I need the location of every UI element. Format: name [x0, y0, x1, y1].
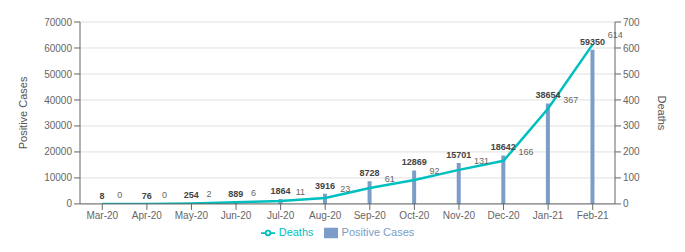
svg-text:Aug-20: Aug-20	[309, 210, 342, 221]
svg-text:23: 23	[340, 184, 350, 194]
svg-text:8: 8	[100, 191, 105, 201]
svg-text:92: 92	[429, 166, 439, 176]
svg-text:300: 300	[623, 120, 640, 131]
svg-text:131: 131	[474, 156, 489, 166]
html-text:Deaths: Deaths	[278, 225, 314, 238]
html-text:Positive Cases: Positive Cases	[341, 225, 415, 238]
svg-text:600: 600	[623, 43, 640, 54]
svg-text:200: 200	[623, 146, 640, 157]
svg-text:11: 11	[296, 187, 305, 197]
svg-text:Positive Cases: Positive Cases	[17, 76, 29, 149]
svg-text:60000: 60000	[44, 43, 72, 54]
svg-text:61: 61	[385, 174, 395, 184]
svg-text:500: 500	[623, 69, 640, 80]
svg-text:18642: 18642	[491, 142, 516, 152]
svg-text:367: 367	[563, 95, 578, 105]
svg-text:Oct-20: Oct-20	[399, 210, 429, 221]
svg-text:889: 889	[228, 189, 243, 199]
svg-text:0: 0	[66, 198, 72, 209]
svg-text:Jan-21: Jan-21	[533, 210, 564, 221]
svg-text:166: 166	[519, 147, 534, 157]
svg-text:400: 400	[623, 95, 640, 106]
svg-text:Sep-20: Sep-20	[354, 210, 387, 221]
svg-text:700: 700	[623, 17, 640, 28]
svg-text:10000: 10000	[44, 172, 72, 183]
svg-text:12869: 12869	[402, 157, 427, 167]
svg-text:Dec-20: Dec-20	[487, 210, 520, 221]
svg-text:614: 614	[608, 30, 623, 40]
svg-text:15701: 15701	[446, 150, 471, 160]
svg-text:0: 0	[162, 190, 167, 200]
svg-text:Jun-20: Jun-20	[221, 210, 252, 221]
svg-text:Mar-20: Mar-20	[86, 210, 118, 221]
svg-text:0: 0	[623, 198, 629, 209]
svg-text:1864: 1864	[270, 186, 290, 196]
svg-text:3916: 3916	[315, 181, 335, 191]
svg-text:6: 6	[251, 188, 256, 198]
svg-text:100: 100	[623, 172, 640, 183]
svg-text:Deaths: Deaths	[656, 96, 668, 131]
svg-text:38654: 38654	[535, 90, 560, 100]
svg-text:0: 0	[117, 190, 122, 200]
svg-text:30000: 30000	[44, 120, 72, 131]
svg-text:20000: 20000	[44, 146, 72, 157]
svg-text:59350: 59350	[580, 37, 605, 47]
svg-text:Nov-20: Nov-20	[443, 210, 476, 221]
svg-text:254: 254	[184, 190, 199, 200]
svg-text:50000: 50000	[44, 69, 72, 80]
svg-text:2: 2	[206, 189, 211, 199]
svg-text:40000: 40000	[44, 95, 72, 106]
svg-text:Feb-21: Feb-21	[577, 210, 609, 221]
svg-text:Jul-20: Jul-20	[267, 210, 295, 221]
svg-text:Apr-20: Apr-20	[132, 210, 162, 221]
svg-text:May-20: May-20	[175, 210, 209, 221]
svg-text:8728: 8728	[360, 168, 380, 178]
svg-text:70000: 70000	[44, 17, 72, 28]
svg-text:76: 76	[142, 191, 152, 201]
